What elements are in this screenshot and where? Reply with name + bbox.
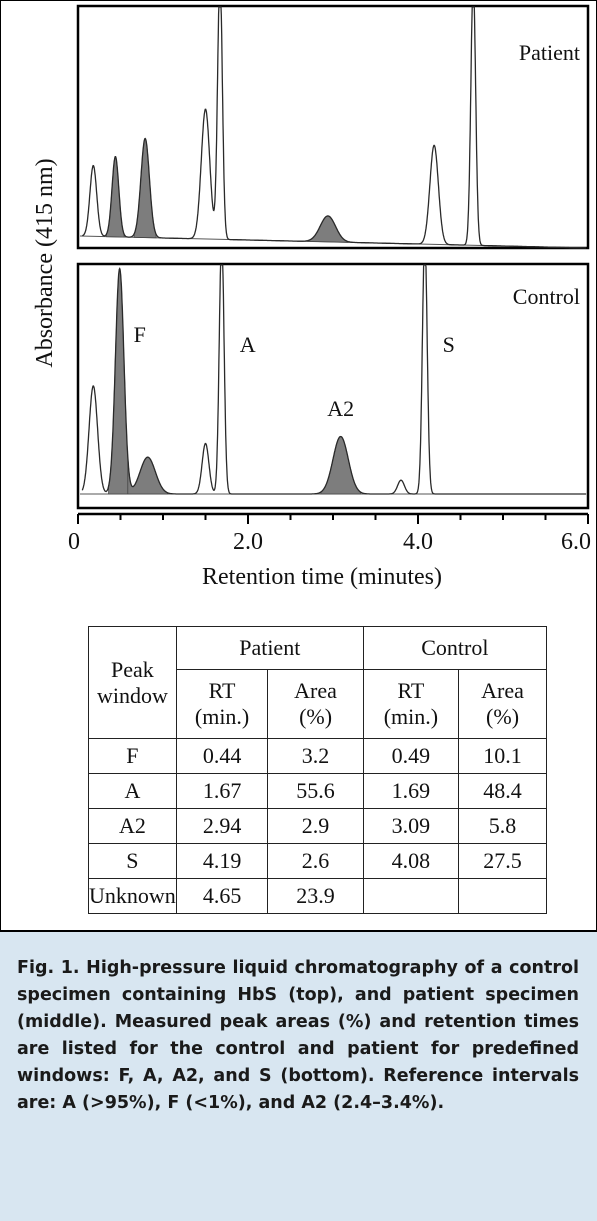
peak-window-header: Peak window [88, 626, 177, 739]
control-panel-border [76, 262, 590, 510]
patient-group-header: Patient [175, 626, 364, 670]
control-area-header: Area (%) [458, 669, 547, 739]
patient-rt-header: RT (min.) [175, 669, 269, 739]
table-cell: 3.09 [362, 808, 460, 844]
results-table: Peak window Patient Control RT (min.) Ar… [88, 626, 548, 914]
table-cell: 1.67 [175, 773, 269, 809]
table-cell: Unknown [88, 878, 177, 914]
control-rt-header: RT (min.) [362, 669, 460, 739]
peak-label-a: A [240, 332, 256, 357]
x-axis-label: Retention time (minutes) [202, 564, 442, 590]
table-cell: 0.49 [362, 738, 460, 774]
figure-caption: Fig. 1. High-pressure liquid chromatogra… [0, 930, 597, 1221]
table-cell: S [88, 843, 177, 879]
peak-label-f: F [134, 322, 146, 347]
table-cell: 2.94 [175, 808, 269, 844]
control-panel-label: Control [513, 284, 580, 309]
caption-label: Fig. 1. [17, 958, 80, 978]
table-cell: 1.69 [362, 773, 460, 809]
shaded-peak-area [307, 215, 349, 243]
table-cell: 4.19 [175, 843, 269, 879]
table-cell: 27.5 [458, 843, 547, 879]
peak-label-s: S [443, 332, 455, 357]
table-cell: 5.8 [458, 808, 547, 844]
x-tick-label: 2.0 [233, 529, 263, 555]
shaded-peak-area [127, 456, 169, 495]
table-cell: 23.9 [267, 878, 364, 914]
x-tick-label: 4.0 [403, 529, 433, 555]
table-cell: A [88, 773, 177, 809]
caption-paragraph: Fig. 1. High-pressure liquid chromatogra… [0, 932, 597, 1117]
caption-text: High-pressure liquid chromatography of a… [17, 958, 580, 1113]
table-row: F 0.44 3.2 0.49 10.1 [88, 738, 547, 774]
control-group-header: Control [362, 626, 548, 670]
table-row: Unknown 4.65 23.9 [88, 878, 547, 914]
y-axis-label: Absorbance (415 nm) [32, 158, 58, 367]
table-row: S 4.19 2.6 4.08 27.5 [88, 843, 547, 879]
results-table-wrap: Peak window Patient Control RT (min.) Ar… [88, 626, 548, 914]
patient-panel-border [76, 4, 590, 250]
table-cell: 2.9 [267, 808, 364, 844]
patient-panel-label: Patient [519, 40, 580, 65]
table-cell: 0.44 [175, 738, 269, 774]
patient-area-header: Area (%) [267, 669, 364, 739]
table-row: A 1.67 55.6 1.69 48.4 [88, 773, 547, 809]
table-cell [458, 878, 547, 914]
table-row: A2 2.94 2.9 3.09 5.8 [88, 808, 547, 844]
table-cell: 2.6 [267, 843, 364, 879]
table-cell: F [88, 738, 177, 774]
table-cell: 55.6 [267, 773, 364, 809]
patient-panel: Patient [76, 4, 590, 250]
control-panel: Control F A A2 S [76, 262, 590, 510]
trace-line-control [81, 264, 587, 495]
chromatogram-chart: Absorbance (415 nm) Patient Control F A A2… [32, 4, 591, 590]
table-cell: 4.08 [362, 843, 460, 879]
x-tick-label: 0 [68, 529, 80, 555]
x-tick-label: 6.0 [561, 529, 591, 555]
table-cell: 10.1 [458, 738, 547, 774]
table-cell: 48.4 [458, 773, 547, 809]
trace-line-patient [82, 6, 587, 249]
table-cell [362, 878, 460, 914]
peak-label-a2: A2 [327, 396, 354, 421]
table-cell: A2 [88, 808, 177, 844]
shaded-peak-area [320, 436, 361, 495]
table-cell: 3.2 [267, 738, 364, 774]
x-axis: 0 2.0 4.0 6.0 [68, 512, 591, 555]
table-cell: 4.65 [175, 878, 269, 914]
